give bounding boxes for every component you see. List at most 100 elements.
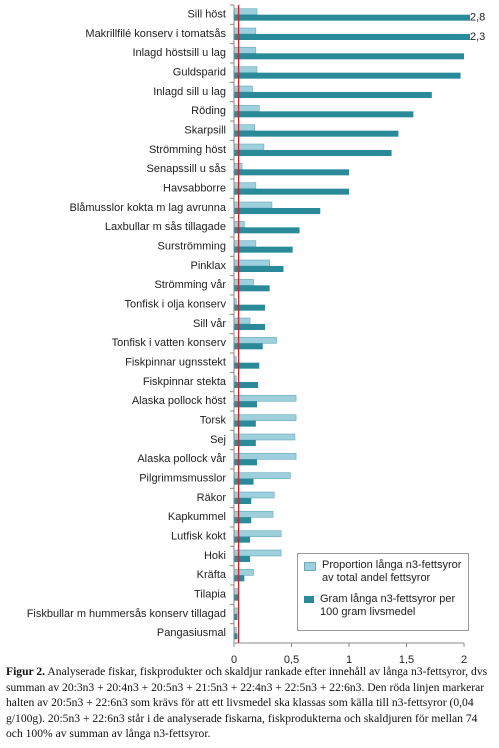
legend-swatch	[304, 562, 316, 571]
y-tick-label: Havsabborre	[163, 183, 226, 195]
bar	[234, 536, 251, 543]
y-tick-label: Blåmusslor kokta m lag avrunna	[69, 202, 226, 214]
bar	[234, 182, 257, 189]
y-tick-label: Senapssill u sås	[147, 163, 227, 175]
bar	[234, 530, 282, 537]
x-tick-label: 0	[231, 654, 237, 664]
legend-label: Proportion långa n3-fettsyror av total a…	[322, 559, 462, 584]
y-tick-label: Sill vår	[193, 318, 226, 330]
bar	[234, 556, 251, 562]
bar	[234, 549, 282, 557]
y-tick-label: Skarpsill	[184, 125, 226, 137]
bar	[234, 517, 252, 524]
bar	[234, 47, 257, 54]
bar	[234, 130, 399, 137]
legend-label: Gram långa n3-fettsyror per 100 gram liv…	[320, 593, 456, 618]
y-tick-label: Röding	[191, 105, 226, 117]
bar	[234, 395, 297, 402]
y-tick-label: Makrillfilé konserv i tomatsås	[85, 28, 226, 40]
y-tick-label: Guldsparid	[173, 67, 226, 79]
bar	[234, 433, 296, 441]
x-tick-label: 1,5	[399, 654, 414, 664]
y-tick-label: Inlagd sill u lag	[153, 86, 226, 98]
y-tick-label: Laxbullar m sås tillagade	[105, 221, 226, 233]
bar	[234, 382, 259, 388]
bar	[234, 633, 238, 640]
y-tick-label: Strömming vår	[154, 279, 226, 291]
bar	[234, 34, 470, 40]
y-tick-label: Kapkummel	[168, 511, 226, 523]
bar	[234, 66, 258, 73]
bar	[234, 414, 297, 421]
bar	[234, 105, 260, 112]
y-tick-label: Sill höst	[187, 9, 226, 21]
y-tick-label: Pilgrimmsmusslor	[139, 473, 226, 485]
bar	[234, 92, 432, 98]
x-tick-label: 2	[461, 654, 467, 664]
bar	[234, 324, 266, 330]
bar	[234, 227, 300, 234]
y-tick-label: Räkor	[197, 492, 227, 504]
plot-area	[234, 8, 470, 640]
bar	[234, 266, 284, 272]
bar	[234, 472, 291, 479]
bar	[234, 72, 461, 79]
bar	[234, 569, 254, 576]
bar	[234, 491, 275, 499]
y-tick-label: Fiskpinnar stekta	[143, 376, 227, 388]
y-tick-label: Tonfisk i olja konserv	[125, 299, 227, 311]
bar	[234, 279, 254, 286]
bar	[234, 511, 274, 518]
y-tick-label: Fiskbullar m hummersås konserv tillagad	[27, 608, 226, 620]
legend-entry: Gram långa n3-fettsyror per 100 gram liv…	[302, 593, 464, 619]
bar	[234, 246, 293, 253]
bar	[234, 124, 256, 131]
y-tick-label: Hoki	[204, 550, 226, 562]
y-tick-label: Tonfisk i vatten konserv	[112, 337, 227, 349]
bar	[234, 304, 266, 311]
y-tick-label: Strömming höst	[149, 144, 226, 156]
bar	[234, 14, 470, 21]
legend-entry: Proportion långa n3-fettsyror av total a…	[302, 559, 464, 585]
y-tick-label: Torsk	[200, 415, 227, 427]
bar	[234, 588, 239, 595]
caption-label: Figur 2.	[6, 665, 46, 678]
value-label: 2,3	[470, 31, 485, 43]
y-tick-label: Alaska pollock vår	[137, 453, 226, 465]
bar	[234, 8, 258, 15]
chart: 0 0,5 1 1,5 2 Sill höst 2,8 Makrillfilé konserv…	[27, 4, 485, 664]
y-tick-label: Alaska pollock höst	[132, 395, 226, 407]
bar	[234, 401, 257, 408]
value-label: 2,8	[470, 12, 485, 24]
y-tick-label: Sej	[210, 434, 226, 446]
bar	[234, 188, 349, 195]
bar	[234, 169, 349, 176]
bar	[234, 498, 252, 504]
y-tick-label: Lutfisk kokt	[171, 531, 226, 543]
bar	[234, 420, 256, 427]
bar	[234, 150, 392, 156]
bar	[234, 85, 253, 93]
y-tick-label: Kräfta	[197, 569, 227, 581]
bar	[234, 607, 239, 615]
y-tick-label: Surströmming	[158, 241, 226, 253]
y-tick-label: Pinklax	[191, 260, 227, 272]
y-tick-label: Fiskpinnar ugnsstekt	[125, 357, 226, 369]
bar	[234, 614, 238, 620]
bar	[234, 317, 251, 325]
y-tick-label: Pangasiusmal	[157, 627, 226, 639]
y-tick-label: Tilapia	[194, 589, 227, 601]
bar	[234, 285, 270, 292]
x-tick-label: 0,5	[284, 654, 299, 664]
bar	[234, 111, 414, 118]
bar	[234, 594, 239, 601]
bar	[234, 343, 263, 350]
bar	[234, 27, 257, 35]
bar	[234, 362, 260, 369]
bar	[234, 459, 257, 466]
bar	[234, 337, 277, 344]
bar	[234, 453, 297, 460]
bar	[234, 440, 256, 446]
bar	[234, 53, 464, 60]
